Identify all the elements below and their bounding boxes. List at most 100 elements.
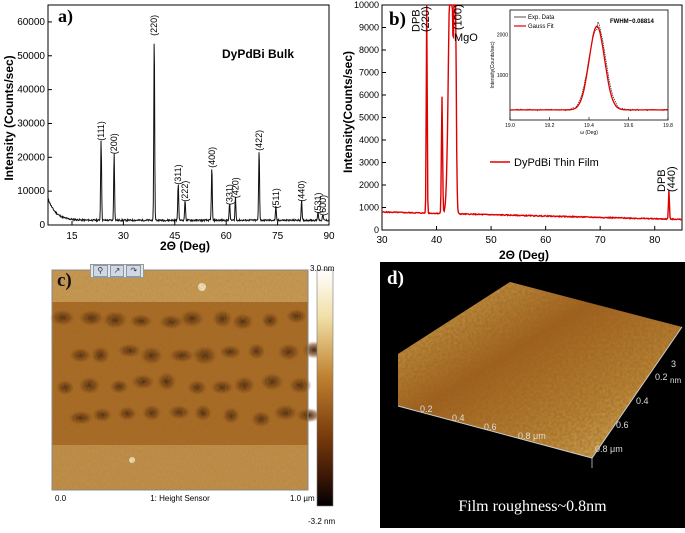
chart-b-xtick-label: 70	[595, 235, 607, 246]
inset-ylabel: Intensity(Counts/sec)	[490, 41, 496, 88]
afm-height-map: 3.0 nm -3.2 nm 0.0 1.0 µm 1: Height Sens…	[49, 264, 335, 526]
chart-a-frame	[47, 4, 330, 226]
chart-a-ytick-label: 60000	[17, 17, 45, 28]
surface-x-tick-label: 0.8 μm	[518, 431, 546, 441]
chart-b-xtick-label: 40	[431, 235, 443, 246]
chart-b-peak-label-220: (220)	[420, 6, 432, 32]
chart-a-peak-label: (400)	[207, 147, 217, 168]
surface-x-tick-label: 0.6	[484, 422, 497, 432]
chart-b-series-line	[381, 4, 683, 221]
panel-c-afm-height-map: 3.0 nm -3.2 nm 0.0 1.0 µm 1: Height Sens…	[2, 260, 347, 528]
inset-fit-series	[510, 25, 668, 111]
chart-a-ylabel: Intensity (Counts/sec)	[2, 55, 16, 180]
measure-icon[interactable]: ↷	[126, 265, 142, 277]
panel-a-label: a)	[58, 6, 73, 27]
afm-texture	[52, 270, 308, 490]
chart-a-peak-label: (511)	[271, 188, 281, 208]
chart-b-ytick-label: 4000	[359, 135, 379, 145]
bulk-xrd-chart: a) DyPdBi Bulk Intensity (Counts/sec) 2Θ…	[2, 4, 335, 253]
chart-b-xtick-label: 60	[540, 235, 552, 246]
chart-b-ytick-label: 5000	[359, 113, 379, 123]
chart-a-ytick-label: 50000	[17, 51, 45, 62]
chart-a-ytick-label: 20000	[17, 152, 45, 163]
chart-a-peak-label: (222)	[180, 181, 190, 202]
inset-xtick-label: 19.8	[663, 123, 673, 129]
surface-roughness	[398, 282, 682, 458]
chart-a-xtick-label: 30	[118, 231, 130, 242]
chart-b-ytick-label: 8000	[359, 45, 379, 55]
inset-ytick-label: 2000	[497, 32, 508, 38]
panel-c-label: c)	[57, 270, 72, 291]
afm-channel-label: 1: Height Sensor	[150, 494, 210, 503]
roughness-caption: Film roughness~0.8nm	[458, 498, 607, 515]
afm-scale-max: 3.0 nm	[310, 264, 335, 273]
chart-b-peak-label-dpb2: DPB	[656, 169, 668, 192]
chart-a-xtick-label: 15	[66, 231, 78, 242]
chart-a-series-line	[47, 43, 330, 223]
chart-b-ytick-label: 7000	[359, 68, 379, 78]
chart-b-xtick-label: 50	[486, 235, 498, 246]
afm-scale-min: -3.2 nm	[308, 517, 335, 526]
chart-b-xlabel: 2Θ (Deg)	[499, 248, 549, 262]
chart-a-peak-label: (111)	[96, 121, 106, 141]
inset-xlabel: ω (Deg)	[580, 130, 598, 136]
z-axis-top: 3	[671, 359, 676, 369]
chart-a-xtick-label: 45	[169, 231, 181, 242]
afm-x-start: 0.0	[55, 494, 67, 503]
surface-x-tick-label: 0.2	[420, 404, 433, 414]
chart-a-peak-label: (531)	[313, 193, 323, 214]
inset-frame	[509, 9, 669, 121]
inset-xtick-label: 19.0	[505, 123, 515, 129]
afm-image-frame	[51, 269, 309, 491]
chart-a-peak-label: (420)	[230, 177, 240, 198]
chart-a-ytick-label: 10000	[17, 186, 45, 197]
chart-b-peak-label-100: (100)	[453, 4, 465, 30]
chart-a-subtitle: DyPdBi Bulk	[222, 47, 294, 61]
chart-a-ytick-label: 40000	[17, 85, 45, 96]
chart-b-peak-label-mgo: MgO	[454, 32, 478, 44]
chart-a-peak-label: (440)	[297, 181, 307, 202]
chart-a-ytick-label: 0	[39, 220, 45, 231]
chart-a-peak-label: (331)	[225, 184, 235, 205]
cursor-icon[interactable]: ↗	[109, 265, 125, 277]
chart-b-xtick-label: 80	[649, 235, 661, 246]
chart-a-peak-label: (600)	[318, 195, 328, 216]
inset-xtick-label: 19.6	[624, 123, 634, 129]
panel-b-thin-film-xrd: Intensity(Counts/sec) 2Θ (Deg) 30 40 50 60 7…	[338, 0, 685, 262]
inset-fwhm-annotation: FWHM~0.08814	[610, 19, 655, 25]
chart-a-xlabel: 2Θ (Deg)	[160, 239, 210, 253]
chart-b-ytick-label: 0	[374, 225, 379, 235]
surface-y-tick-label: 0.8 μm	[595, 444, 623, 454]
chart-b-ytick-label: 6000	[359, 90, 379, 100]
panel-d-afm-3d-surface: 0.2 0.4 0.6 0.8 μm 0.8 μm 0.6 0.4 0.2 3 nm d) F…	[380, 262, 685, 528]
zoom-icon[interactable]: ⚲	[93, 265, 108, 277]
surface-y-tick-label: 0.6	[616, 420, 629, 430]
chart-a-xtick-label: 75	[272, 231, 284, 242]
surface-y-tick-label: 0.4	[636, 396, 649, 406]
afm-toolbar: ⚲ ↗ ↷	[90, 264, 144, 278]
afm-3d-surface: 0.2 0.4 0.6 0.8 μm 0.8 μm 0.6 0.4 0.2 3 nm	[397, 282, 683, 468]
z-axis-unit: nm	[670, 376, 681, 385]
chart-a-xtick-label: 60	[221, 231, 233, 242]
chart-b-ytick-label: 2000	[359, 180, 379, 190]
chart-b-ytick-label: 3000	[359, 158, 379, 168]
inset-xtick-label: 19.4	[584, 123, 594, 129]
chart-b-ytick-label: 9000	[359, 23, 379, 33]
chart-a-xtick-label: 90	[323, 231, 335, 242]
inset-xtick-label: 19.2	[545, 123, 555, 129]
panel-a-bulk-xrd: a) DyPdBi Bulk Intensity (Counts/sec) 2Θ…	[0, 0, 335, 255]
chart-b-ytick-label: 1000	[359, 203, 379, 213]
chart-a-peak-label: (200)	[109, 133, 119, 154]
chart-b-xtick-label: 30	[376, 235, 388, 246]
chart-a-ytick-label: 30000	[17, 118, 45, 129]
afm-color-scale-bar	[316, 269, 334, 507]
chart-b-peak-label-440: (440)	[666, 166, 678, 192]
surface-y-tick-label: 0.2	[655, 372, 668, 382]
inset-legend-fit: Gauss Fit	[528, 24, 554, 30]
chart-b-ytick-label: 10000	[354, 0, 379, 10]
thin-film-xrd-chart: Intensity(Counts/sec) 2Θ (Deg) 30 40 50 60 7…	[341, 0, 683, 262]
chart-a-peak-label: (220)	[149, 15, 159, 36]
panel-d-label: d)	[387, 268, 404, 289]
surface-axis-ticks: 0.2 0.4 0.6 0.8 μm 0.8 μm 0.6 0.4 0.2	[420, 372, 668, 454]
inset-ytick-label: 1000	[497, 73, 508, 79]
